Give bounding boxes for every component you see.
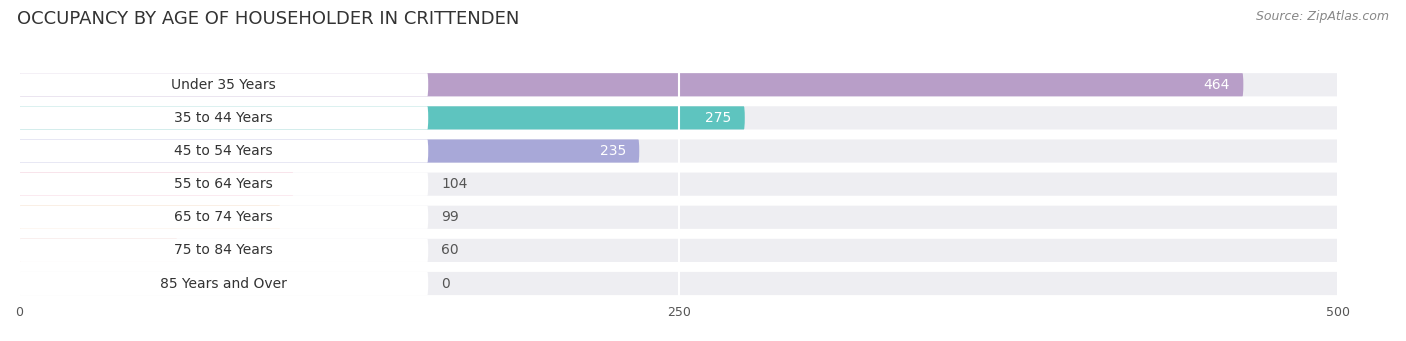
Text: 55 to 64 Years: 55 to 64 Years [174, 177, 273, 191]
FancyBboxPatch shape [20, 173, 429, 196]
FancyBboxPatch shape [20, 206, 280, 229]
FancyBboxPatch shape [20, 173, 1339, 196]
Text: 85 Years and Over: 85 Years and Over [160, 277, 287, 291]
FancyBboxPatch shape [20, 206, 1339, 229]
FancyBboxPatch shape [20, 139, 429, 163]
Text: Under 35 Years: Under 35 Years [172, 78, 276, 92]
FancyBboxPatch shape [20, 272, 1339, 295]
FancyBboxPatch shape [20, 106, 1339, 130]
FancyBboxPatch shape [20, 139, 640, 163]
Text: 0: 0 [441, 277, 450, 291]
Text: 464: 464 [1204, 78, 1230, 92]
FancyBboxPatch shape [20, 73, 1243, 97]
FancyBboxPatch shape [20, 73, 1339, 97]
FancyBboxPatch shape [20, 106, 429, 130]
Text: 104: 104 [441, 177, 468, 191]
FancyBboxPatch shape [20, 272, 429, 295]
Text: 275: 275 [706, 111, 731, 125]
FancyBboxPatch shape [20, 173, 294, 196]
Text: 235: 235 [600, 144, 626, 158]
Text: 65 to 74 Years: 65 to 74 Years [174, 210, 273, 224]
FancyBboxPatch shape [20, 239, 1339, 262]
Text: 75 to 84 Years: 75 to 84 Years [174, 243, 273, 257]
Text: OCCUPANCY BY AGE OF HOUSEHOLDER IN CRITTENDEN: OCCUPANCY BY AGE OF HOUSEHOLDER IN CRITT… [17, 10, 519, 28]
Text: 99: 99 [441, 210, 460, 224]
Text: 45 to 54 Years: 45 to 54 Years [174, 144, 273, 158]
FancyBboxPatch shape [20, 206, 429, 229]
FancyBboxPatch shape [20, 139, 1339, 163]
FancyBboxPatch shape [20, 106, 745, 130]
Text: Source: ZipAtlas.com: Source: ZipAtlas.com [1256, 10, 1389, 23]
FancyBboxPatch shape [20, 239, 177, 262]
FancyBboxPatch shape [20, 239, 429, 262]
Text: 60: 60 [441, 243, 458, 257]
FancyBboxPatch shape [20, 73, 429, 97]
Text: 35 to 44 Years: 35 to 44 Years [174, 111, 273, 125]
